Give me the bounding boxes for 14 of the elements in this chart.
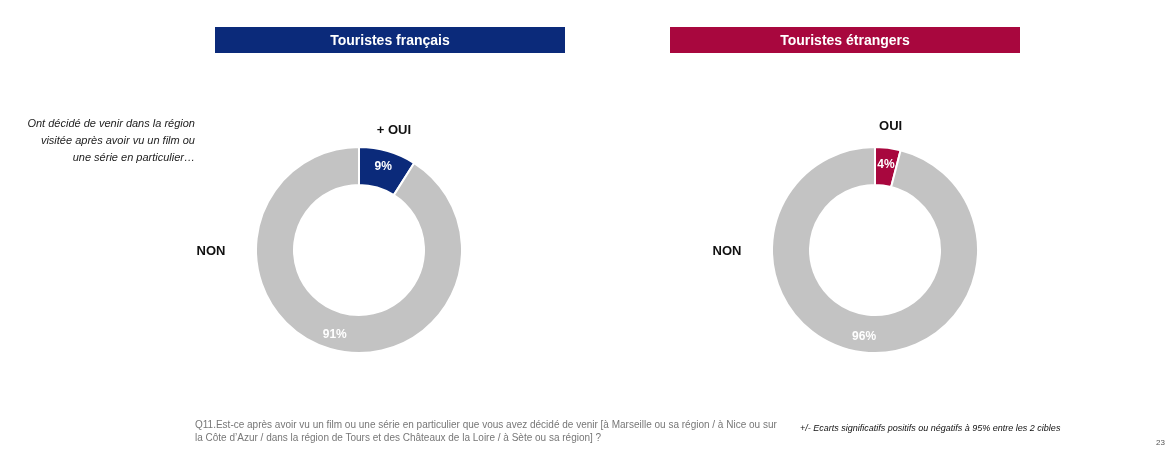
- data-label: 96%: [852, 329, 877, 344]
- slice-label: NON: [712, 242, 742, 258]
- data-label: 9%: [374, 159, 393, 174]
- text: 23: [1156, 438, 1165, 447]
- chart-title: Touristes français: [215, 27, 565, 53]
- text: Ont décidé de venir dans la région visitée après avoir vu un film ou une série en particulier…: [26, 116, 195, 165]
- slice-label: OUI: [879, 118, 903, 134]
- data-label: 4%: [877, 156, 895, 171]
- text: +/- Ecarts significatifs positifs ou négatifs à 95% entre les 2 cibles: [800, 423, 1062, 433]
- text: Q11.Est-ce après avoir vu un film ou une série en particulier que vous avez décidé de venir [à Marseille ou sa région / à Nice ou sur la Côte d’Azur / dans la région de Tours et des Châteaux de la Loire / à Sète ou sa région] ?: [195, 418, 778, 444]
- slice-label: + OUI: [376, 122, 412, 138]
- data-label: 91%: [322, 326, 348, 341]
- chart-title: Touristes étrangers: [670, 27, 1020, 53]
- slice-label: NON: [196, 242, 226, 258]
